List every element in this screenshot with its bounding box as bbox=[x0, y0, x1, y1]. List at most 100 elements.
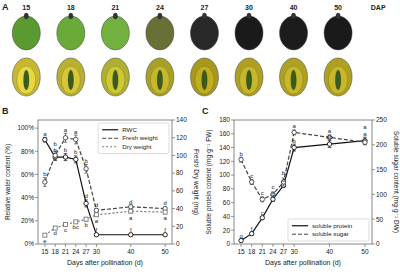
significance-letter: c bbox=[261, 210, 264, 216]
significance-letter: c bbox=[250, 173, 253, 179]
embryo bbox=[157, 70, 163, 90]
significance-letter: a bbox=[74, 129, 78, 135]
y2-tick-label: 150 bbox=[376, 166, 387, 173]
cross-section-flesh bbox=[61, 66, 80, 94]
y-tick-label: 0% bbox=[25, 240, 35, 247]
legend-swatch bbox=[102, 138, 118, 139]
y-tick-label: 100 bbox=[219, 171, 230, 178]
series-line bbox=[45, 140, 165, 235]
y-tick bbox=[231, 133, 234, 134]
significance-letter: b bbox=[84, 158, 88, 164]
data-point bbox=[63, 136, 67, 140]
significance-letter: f bbox=[251, 226, 253, 232]
cross-section-flesh bbox=[240, 66, 259, 94]
fruit-stem bbox=[202, 13, 206, 19]
significance-letter: a bbox=[363, 131, 367, 137]
cross-section-shell bbox=[57, 58, 85, 96]
data-point bbox=[249, 180, 253, 184]
x-tick-label: 15 bbox=[237, 248, 245, 255]
significance-letter: a bbox=[95, 218, 99, 224]
fruit-stem bbox=[158, 13, 162, 19]
embryo bbox=[246, 70, 252, 90]
data-point bbox=[327, 142, 331, 146]
dap-label: 40 bbox=[290, 4, 298, 11]
x-tick-label: 40 bbox=[326, 248, 334, 255]
panel-label: A bbox=[2, 2, 9, 12]
y-tick bbox=[231, 188, 234, 189]
legend-box bbox=[288, 219, 369, 241]
legend-swatch bbox=[102, 129, 118, 130]
x-tick bbox=[364, 244, 365, 247]
embryo bbox=[202, 70, 208, 90]
fruit-stem bbox=[69, 13, 73, 19]
y-axis-label: Relative water content (%) bbox=[4, 144, 12, 220]
legend: soluble proteinsoluble sugar bbox=[288, 219, 369, 241]
y2-tick-label: 0 bbox=[376, 240, 380, 247]
data-point bbox=[271, 197, 275, 201]
y-tick bbox=[231, 216, 234, 217]
error-bar bbox=[129, 205, 133, 209]
y2-tick bbox=[172, 208, 175, 209]
legend-box bbox=[98, 123, 169, 154]
y2-tick bbox=[172, 226, 175, 227]
significance-letter: a bbox=[43, 131, 47, 137]
x-tick bbox=[251, 244, 252, 247]
significance-letter: b bbox=[54, 141, 58, 147]
fruit-stem bbox=[113, 13, 117, 19]
significance-letter: a bbox=[129, 215, 133, 221]
y2-tick-label: 140 bbox=[176, 116, 187, 123]
legend-swatch bbox=[292, 234, 308, 235]
y-tick-label: 60 bbox=[223, 199, 231, 206]
data-point bbox=[74, 137, 78, 141]
x-tick bbox=[75, 244, 76, 247]
y2-axis-label: Fresh/ Dry weight (mg) bbox=[192, 149, 200, 215]
significance-letter: a bbox=[363, 124, 367, 130]
error-bar bbox=[84, 164, 88, 173]
y2-tick-label: 0 bbox=[176, 240, 180, 247]
y-tick-label: 100% bbox=[17, 124, 34, 131]
error-bar bbox=[292, 130, 296, 135]
cross-section-shell bbox=[190, 58, 218, 96]
y-tick-label: 160 bbox=[219, 130, 230, 137]
y-tick bbox=[35, 128, 38, 129]
whole-fruit bbox=[235, 16, 263, 50]
significance-letter: b bbox=[84, 222, 88, 228]
whole-fruit bbox=[12, 16, 40, 50]
plot-frame bbox=[234, 120, 372, 244]
legend-label: Dry weight bbox=[122, 143, 152, 150]
y-tick bbox=[35, 151, 38, 152]
x-tick bbox=[55, 244, 56, 247]
y-tick-label: 40 bbox=[223, 213, 231, 220]
error-bar bbox=[64, 154, 68, 161]
significance-letter: f bbox=[130, 227, 132, 233]
x-tick-label: 30 bbox=[291, 248, 299, 255]
error-cap bbox=[74, 135, 78, 136]
error-bar bbox=[95, 209, 99, 213]
dap-label: 21 bbox=[111, 4, 119, 11]
embryo bbox=[113, 70, 119, 90]
error-cap bbox=[328, 140, 332, 141]
error-cap bbox=[84, 173, 88, 174]
data-point bbox=[163, 233, 167, 237]
data-point bbox=[84, 167, 88, 171]
error-bar bbox=[239, 157, 243, 162]
series-line bbox=[45, 211, 165, 235]
x-tick bbox=[86, 244, 87, 247]
y2-tick-label: 200 bbox=[376, 141, 387, 148]
cross-section-shell bbox=[101, 58, 129, 96]
cross-section-flesh bbox=[150, 66, 169, 94]
significance-letter: b bbox=[282, 170, 286, 176]
error-cap bbox=[74, 155, 78, 156]
x-tick bbox=[262, 244, 263, 247]
error-cap bbox=[292, 144, 296, 145]
error-bar bbox=[261, 197, 265, 202]
significance-letter: e bbox=[43, 238, 47, 244]
cross-section-flesh bbox=[17, 66, 36, 94]
error-bar bbox=[261, 216, 265, 219]
y-tick bbox=[35, 244, 38, 245]
x-axis-label: Days after pollination (d) bbox=[265, 259, 341, 267]
error-bar bbox=[363, 137, 367, 144]
cross-section-flesh bbox=[284, 66, 303, 94]
legend-label: RWC bbox=[122, 126, 137, 133]
error-bar bbox=[43, 178, 47, 187]
